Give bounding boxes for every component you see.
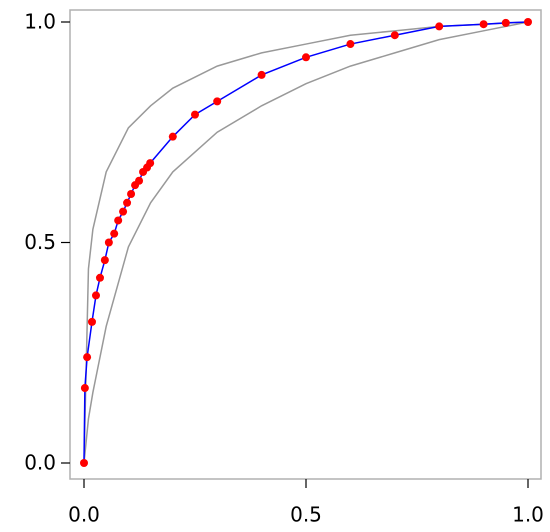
point: [213, 97, 222, 106]
y-tick-label: 0.0: [24, 451, 56, 475]
y-tick-label: 1.0: [24, 10, 56, 34]
roc-curve: [83, 21, 529, 464]
point: [87, 317, 96, 326]
x-tick-label: 1.0: [512, 503, 544, 527]
point: [346, 40, 355, 49]
point: [191, 110, 199, 119]
x-tick-label: 0.5: [290, 503, 322, 527]
point: [83, 353, 92, 362]
x-tick-label: 0.0: [68, 503, 100, 527]
point: [127, 189, 136, 198]
point: [123, 198, 132, 207]
point: [100, 256, 109, 265]
point: [390, 31, 399, 40]
point: [168, 132, 177, 141]
point: [119, 207, 128, 216]
point: [146, 159, 155, 168]
point: [104, 238, 113, 247]
point: [501, 18, 510, 27]
plot-frame: [69, 9, 542, 480]
point: [80, 384, 89, 393]
point: [95, 273, 104, 282]
point: [91, 291, 100, 300]
point: [302, 53, 310, 62]
point: [114, 216, 123, 225]
point: [110, 229, 119, 238]
y-tick-label: 0.5: [24, 230, 56, 254]
point: [524, 18, 532, 26]
confidence-band: [83, 21, 529, 464]
point: [257, 70, 266, 79]
point: [479, 20, 488, 29]
point: [435, 22, 444, 31]
point: [80, 459, 88, 467]
confidence-band: [83, 21, 529, 464]
point: [135, 176, 144, 185]
